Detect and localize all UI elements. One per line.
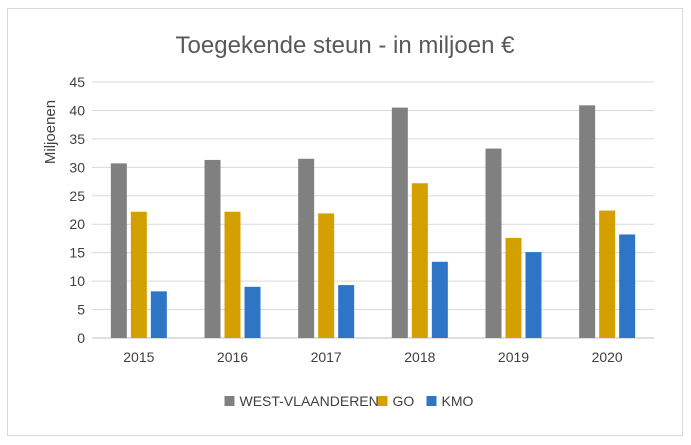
legend-swatch bbox=[426, 396, 437, 406]
bar-kmo-2015 bbox=[150, 291, 167, 338]
bar-go-2015 bbox=[130, 211, 147, 338]
bar-west-vlaanderen-2018 bbox=[391, 107, 408, 338]
bar-go-2018 bbox=[411, 183, 428, 338]
legend: WEST-VLAANDEREN GO KMO bbox=[224, 393, 474, 409]
x-tick-label: 2015 bbox=[123, 349, 154, 365]
bar-west-vlaanderen-2017 bbox=[298, 158, 315, 338]
x-tick-label: 2018 bbox=[404, 349, 435, 365]
y-axis-title: Miljoenen bbox=[42, 100, 59, 164]
x-tick-label: 2020 bbox=[592, 349, 623, 365]
y-tick-label: 40 bbox=[69, 102, 85, 118]
bar-kmo-2020 bbox=[619, 234, 636, 338]
y-tick-label: 45 bbox=[69, 74, 85, 90]
chart-title: Toegekende steun - in miljoen € bbox=[176, 32, 516, 59]
y-tick-label: 35 bbox=[69, 131, 85, 147]
y-tick-label: 15 bbox=[69, 245, 85, 261]
bars bbox=[110, 105, 636, 338]
bar-go-2019 bbox=[505, 237, 522, 338]
bar-kmo-2016 bbox=[244, 286, 261, 338]
y-axis-ticks: 0 5 10 15 20 25 30 35 40 45 bbox=[69, 74, 85, 346]
bar-kmo-2019 bbox=[525, 252, 542, 338]
bar-west-vlaanderen-2019 bbox=[485, 148, 502, 338]
x-tick-label: 2017 bbox=[311, 349, 342, 365]
legend-label: WEST-VLAANDEREN bbox=[240, 393, 379, 409]
legend-swatch bbox=[377, 396, 388, 406]
x-tick-label: 2019 bbox=[498, 349, 529, 365]
legend-item: KMO bbox=[426, 393, 474, 409]
bar-west-vlaanderen-2016 bbox=[204, 159, 221, 338]
legend-label: GO bbox=[393, 393, 415, 409]
bar-west-vlaanderen-2020 bbox=[579, 105, 596, 338]
bar-go-2017 bbox=[318, 213, 335, 338]
bar-go-2016 bbox=[224, 211, 241, 338]
legend-item: GO bbox=[377, 393, 415, 409]
bar-kmo-2018 bbox=[431, 261, 448, 338]
y-tick-label: 10 bbox=[69, 273, 85, 289]
bar-west-vlaanderen-2015 bbox=[110, 163, 127, 338]
y-tick-label: 5 bbox=[77, 302, 85, 318]
y-tick-label: 25 bbox=[69, 188, 85, 204]
bar-kmo-2017 bbox=[338, 285, 355, 338]
x-tick-label: 2016 bbox=[217, 349, 248, 365]
x-axis-ticks: 2015 2016 2017 2018 2019 2020 bbox=[123, 349, 623, 365]
legend-swatch bbox=[224, 396, 235, 406]
y-tick-label: 20 bbox=[69, 216, 85, 232]
y-tick-label: 0 bbox=[77, 330, 85, 346]
bar-go-2020 bbox=[599, 210, 616, 338]
gridlines bbox=[92, 81, 654, 339]
legend-item: WEST-VLAANDEREN bbox=[224, 393, 379, 409]
y-tick-label: 30 bbox=[69, 159, 85, 175]
legend-label: KMO bbox=[442, 393, 474, 409]
